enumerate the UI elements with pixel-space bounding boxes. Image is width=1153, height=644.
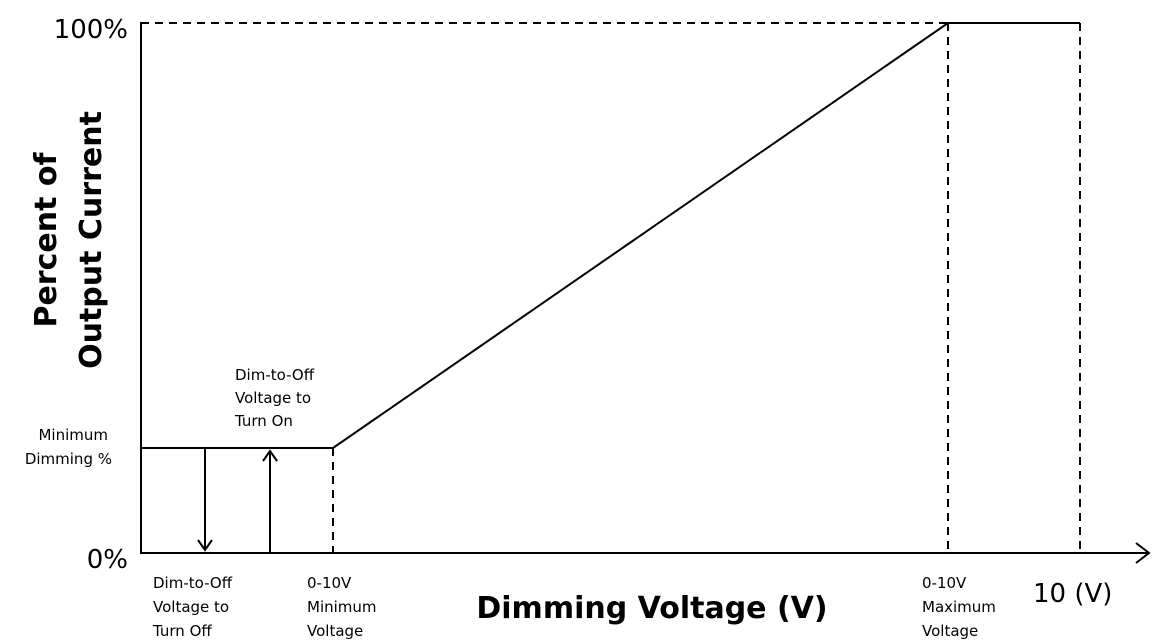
turn-off-arrowhead	[197, 539, 213, 552]
annotation-line: Turn On	[234, 412, 293, 430]
min-voltage-annotation: 0-10V Minimum Voltage	[307, 574, 377, 640]
top-label: 100%	[54, 15, 128, 45]
curve	[141, 22, 1080, 449]
annotation-line: 0-10V	[307, 574, 352, 592]
annotation-line: Voltage	[922, 622, 978, 640]
annotation-line: 0-10V	[922, 574, 967, 592]
bottom-label: 0%	[87, 545, 128, 575]
annotation-line: Voltage to	[153, 598, 229, 616]
annotation-line: Dim-to-Off	[153, 574, 233, 592]
turn-on-annotation: Dim-to-Off Voltage to Turn On	[234, 366, 315, 430]
x-axis-title: Dimming Voltage (V)	[476, 591, 827, 626]
y-axis-title: Output Current	[74, 111, 109, 369]
minimum-label: Dimming %	[25, 450, 112, 468]
x-end-label: 10 (V)	[1033, 579, 1112, 609]
annotation-line: Maximum	[922, 598, 996, 616]
annotation-line: Voltage to	[235, 389, 311, 407]
minimum-label: Minimum	[38, 426, 108, 444]
y-axis-title: Percent of	[29, 152, 64, 328]
x-axis-arrow	[1135, 542, 1151, 564]
max-voltage-annotation: 0-10V Maximum Voltage	[922, 574, 996, 640]
annotation-line: Turn Off	[152, 622, 212, 640]
turn-on-arrowhead	[262, 449, 278, 462]
annotation-line: Voltage	[307, 622, 363, 640]
turn-off-annotation: Dim-to-Off Voltage to Turn Off	[152, 574, 233, 640]
annotation-line: Dim-to-Off	[235, 366, 315, 384]
annotation-line: Minimum	[307, 598, 377, 616]
